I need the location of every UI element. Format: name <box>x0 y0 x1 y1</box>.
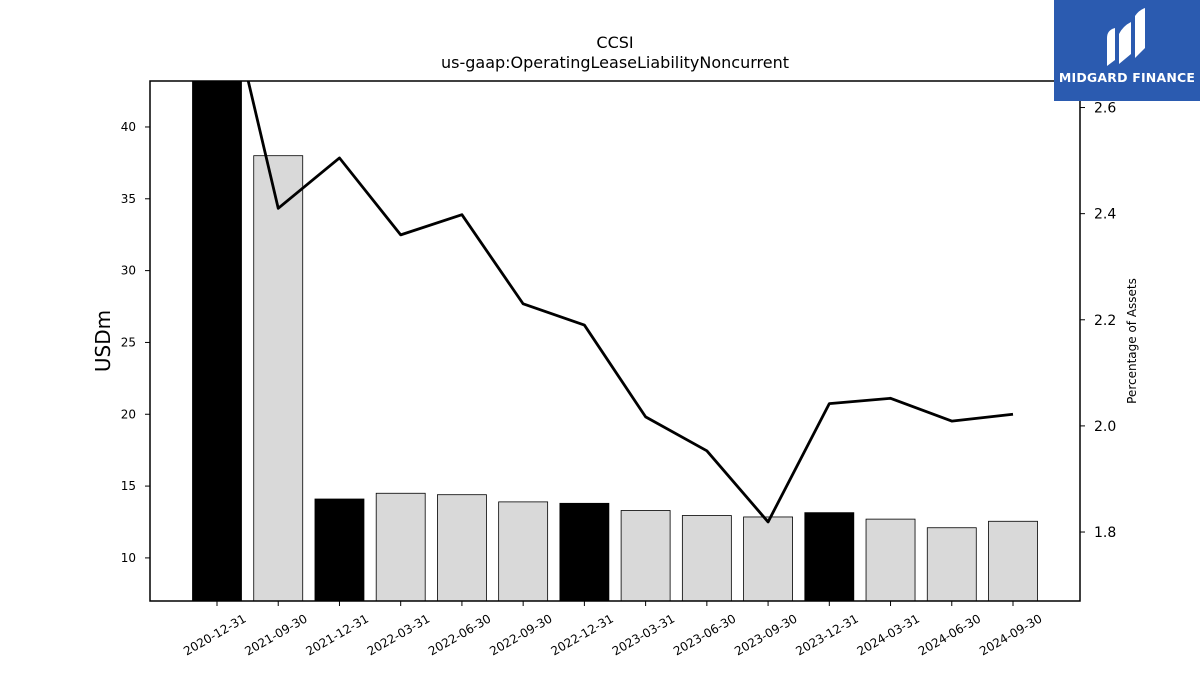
bar-2023-09-30 <box>743 516 793 601</box>
y-tick-label-35: 35 <box>121 192 136 206</box>
x-tick-label-2023-09-30: 2023-09-30 <box>732 611 799 658</box>
y-tick-label-20: 20 <box>121 407 136 421</box>
bar-2024-06-30 <box>926 527 977 601</box>
y2-tick-label-2: 2.0 <box>1094 419 1116 435</box>
x-tick-label-2023-12-31: 2023-12-31 <box>793 611 860 658</box>
y-axis-label: USDm <box>91 310 115 372</box>
y-axis-right: 1.8 2.0 2.2 2.4 2.6 <box>1080 101 1116 541</box>
bar-2024-03-31 <box>865 518 916 601</box>
bar-2022-03-31 <box>375 492 426 601</box>
y2-tick-label-2.6: 2.6 <box>1094 101 1116 117</box>
logo-mark-icon <box>1107 8 1145 66</box>
line-layer <box>246 81 1014 524</box>
x-tick-label-2024-06-30: 2024-06-30 <box>916 611 983 658</box>
y2-tick-label-1.8: 1.8 <box>1094 525 1116 541</box>
bar-2020-12-31 <box>192 81 242 601</box>
brand-logo: MIDGARD FINANCE <box>1054 0 1200 101</box>
y-tick-label-25: 25 <box>121 335 136 349</box>
plot-frame <box>149 80 1081 602</box>
x-tick-label-2022-12-31: 2022-12-31 <box>548 611 615 658</box>
x-tick-label-2022-09-30: 2022-09-30 <box>487 611 554 658</box>
bar-2023-12-31 <box>804 512 855 601</box>
bar-2022-09-30 <box>498 501 549 601</box>
x-tick-label-2020-12-31: 2020-12-31 <box>181 611 248 658</box>
logo-text: MIDGARD FINANCE <box>1058 70 1196 85</box>
x-tick-label-2022-06-30: 2022-06-30 <box>426 611 493 658</box>
bar-2023-06-30 <box>681 515 732 601</box>
x-tick-label-2021-12-31: 2021-12-31 <box>304 611 371 658</box>
chart-subtitle: us-gaap:OperatingLeaseLiabilityNoncurren… <box>441 53 789 72</box>
y2-tick-label-2.4: 2.4 <box>1094 207 1116 223</box>
y2-tick-label-2.2: 2.2 <box>1094 313 1116 329</box>
y-tick-label-10: 10 <box>121 551 136 565</box>
bar-2021-09-30 <box>253 155 304 601</box>
bar-2022-12-31 <box>559 502 610 601</box>
y-tick-label-40: 40 <box>121 120 136 134</box>
x-tick-label-2022-03-31: 2022-03-31 <box>365 611 432 658</box>
bar-2024-09-30 <box>988 520 1038 601</box>
y-tick-label-30: 30 <box>121 264 136 278</box>
bar-2023-03-31 <box>620 510 671 601</box>
y-tick-label-15: 15 <box>121 479 136 493</box>
x-tick-label-2021-09-30: 2021-09-30 <box>242 611 309 658</box>
chart-title: CCSI <box>596 33 633 52</box>
x-tick-label-2023-06-30: 2023-06-30 <box>671 611 738 658</box>
x-tick-label-2024-03-31: 2024-03-31 <box>855 611 922 658</box>
bar-2021-12-31 <box>314 498 365 601</box>
x-axis: 2020-12-312021-09-302021-12-312022-03-31… <box>181 601 1045 658</box>
y2-axis-label: Percentage of Assets <box>1125 278 1139 404</box>
line-series <box>246 81 1014 524</box>
y-axis-left: 10 15 20 25 30 35 40 <box>121 120 150 565</box>
bar-2022-06-30 <box>437 494 487 601</box>
x-tick-label-2024-09-30: 2024-09-30 <box>977 611 1044 658</box>
x-tick-label-2023-03-31: 2023-03-31 <box>610 611 677 658</box>
bars-layer <box>192 81 1038 601</box>
